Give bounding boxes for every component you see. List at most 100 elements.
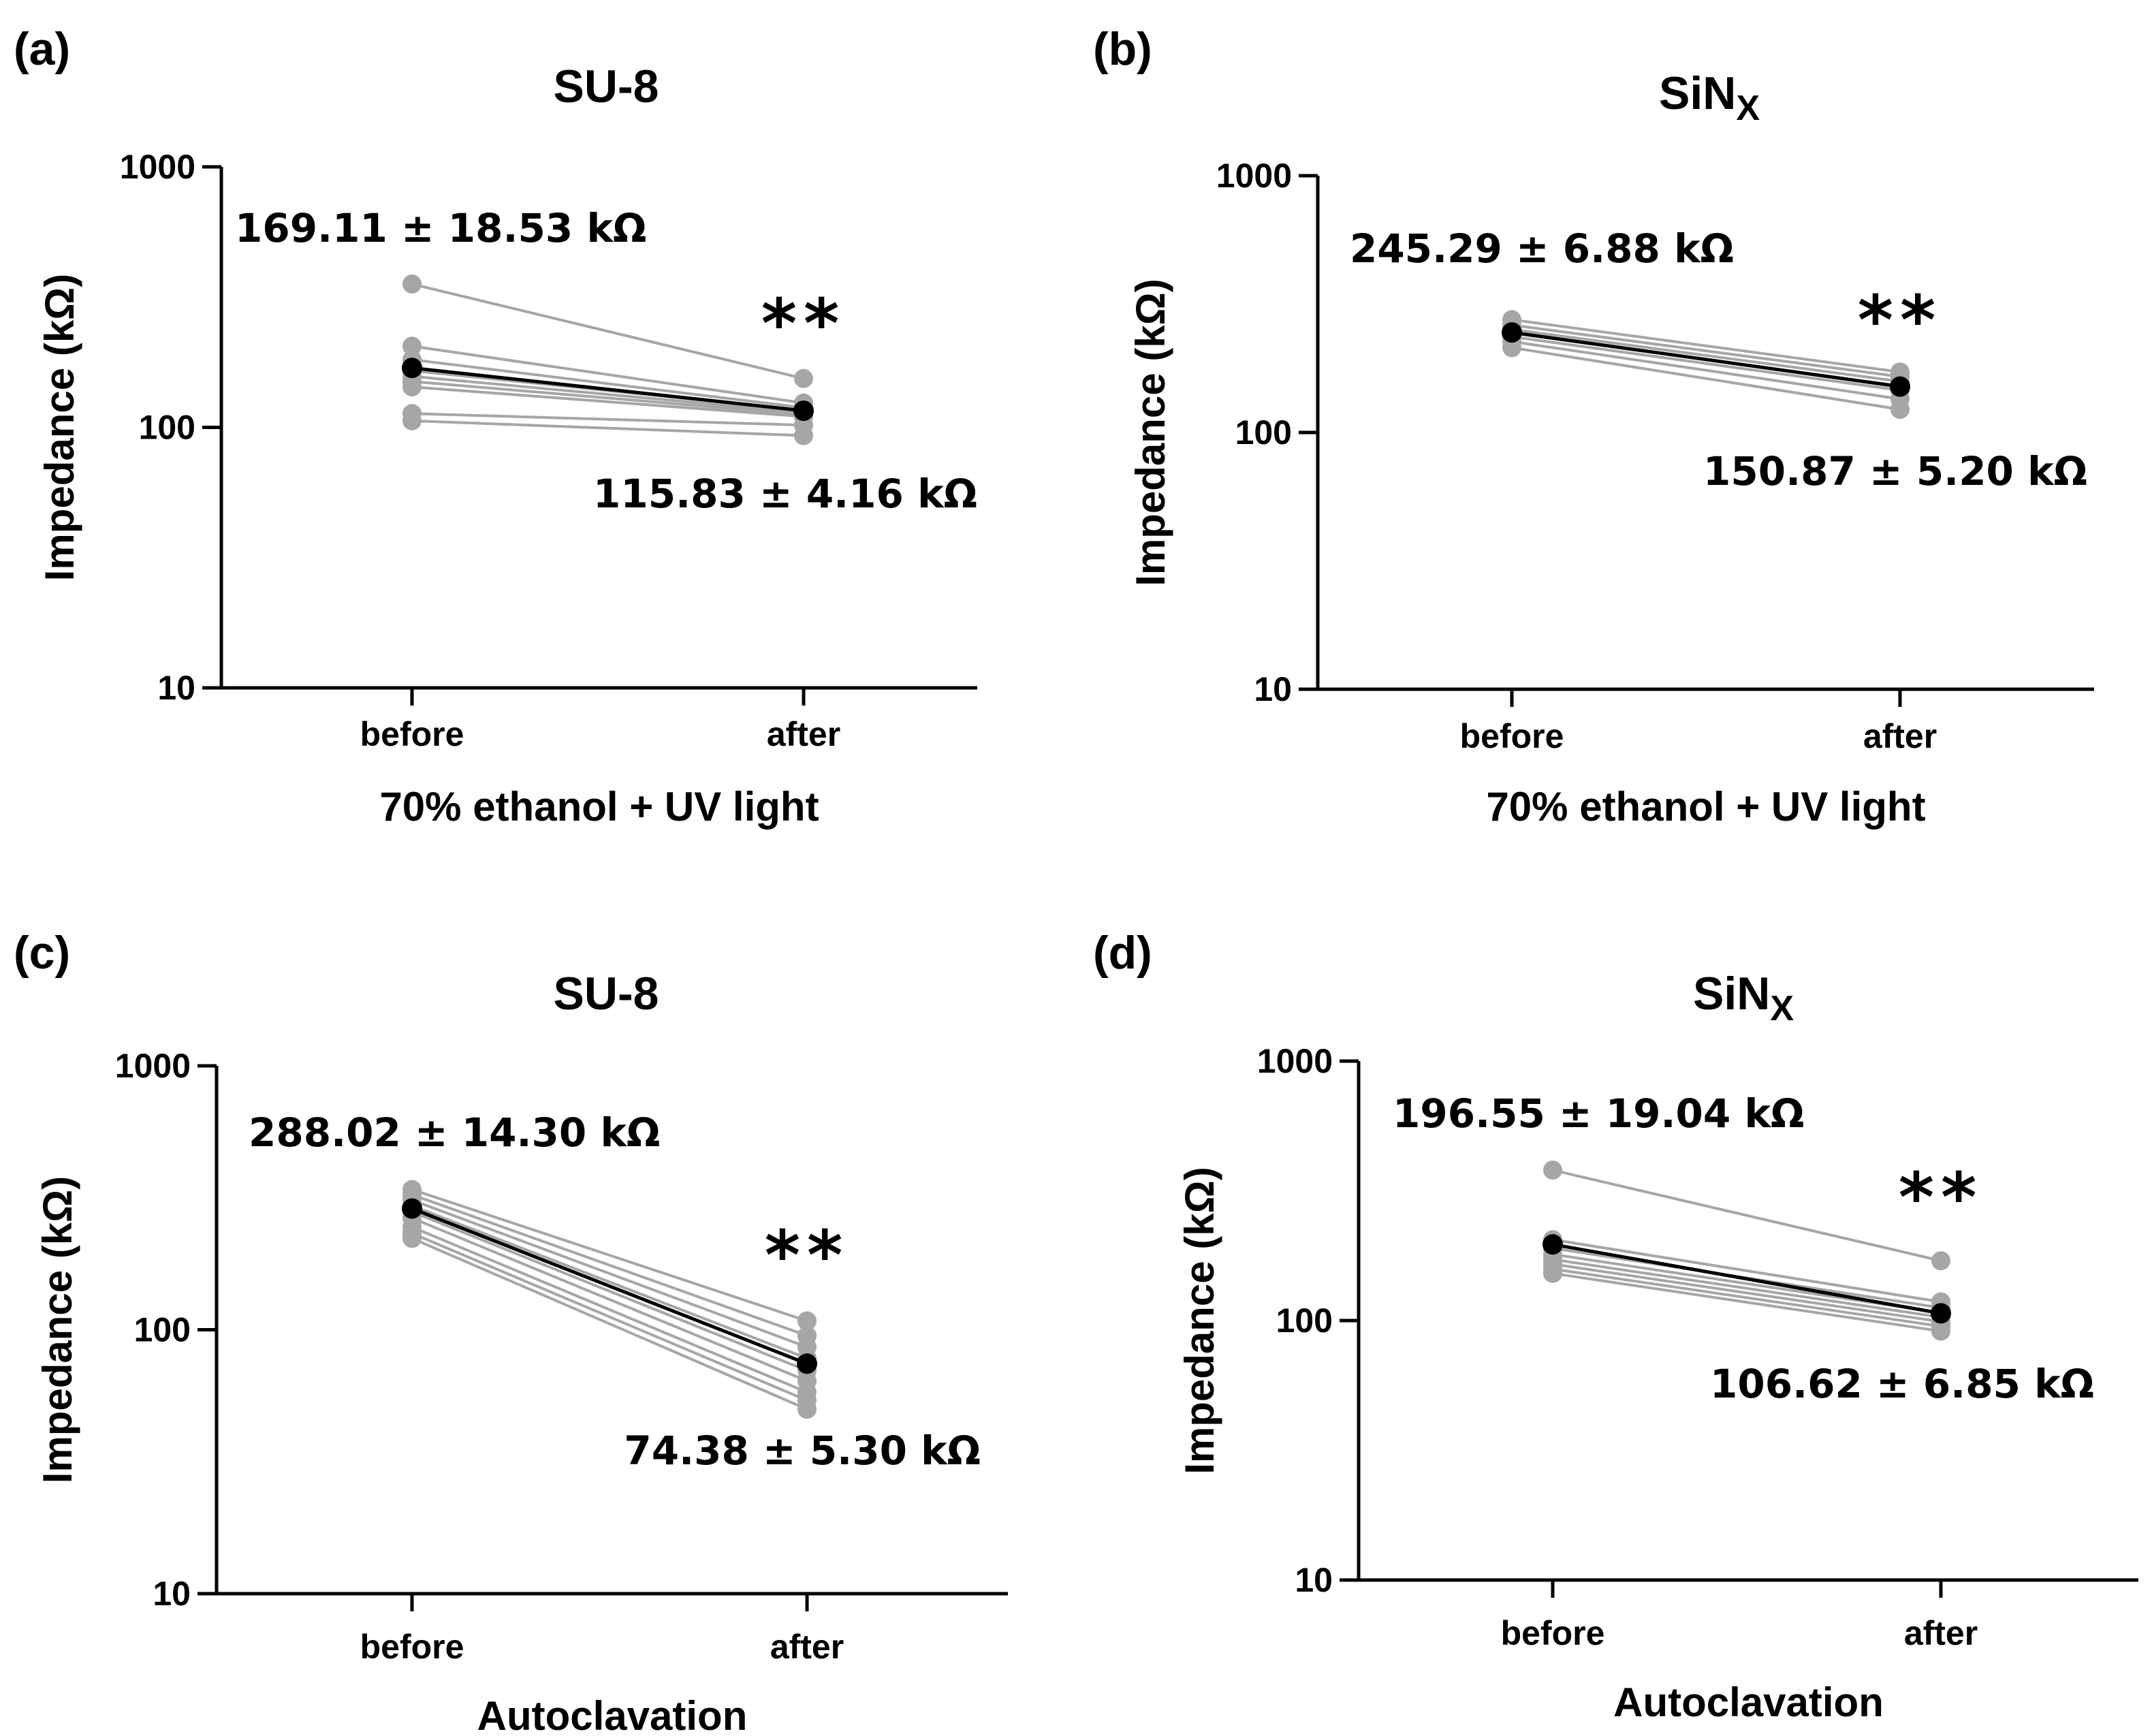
sample-series-line (411, 1210, 808, 1372)
before-mean-annotation: 245.29 ± 6.88 kΩ (1350, 225, 1734, 272)
significance-marker: ** (765, 1216, 850, 1295)
chart-panel-1: (a) SU-8 10 100 1000 before after 70% ethanol +… (14, 23, 977, 830)
significance-marker: ** (761, 284, 846, 364)
sample-series-line (1552, 1238, 1942, 1304)
sample-point-after (797, 1400, 817, 1419)
y-axis-label: Impedance (kΩ) (1128, 279, 1173, 586)
sample-series-line (411, 380, 804, 416)
sample-series-line (1552, 1263, 1942, 1323)
sample-series-line (1511, 328, 1901, 383)
x-axis-label: Autoclavation (1613, 1679, 1884, 1725)
mean-point-after (797, 1353, 817, 1374)
y-tick-label: 1000 (1216, 157, 1292, 195)
y-tick-label: 100 (1235, 413, 1292, 452)
y-tick-label: 10 (1254, 670, 1292, 708)
sample-series-line (1552, 1267, 1942, 1328)
sample-point-before (402, 411, 422, 430)
mean-point-before (402, 358, 422, 379)
sample-series-line (1511, 340, 1901, 400)
sample-point-after (1931, 1251, 1950, 1271)
mean-series-line (1511, 330, 1901, 389)
y-tick-label: 10 (157, 669, 195, 707)
chart-panel-3: (c) SU-8 10 100 1000 before after Autoclavation… (14, 927, 1008, 1736)
chart-title: SiNX (1693, 968, 1794, 1028)
chart-title: SiNX (1659, 67, 1760, 128)
chart-title: SU-8 (554, 61, 659, 112)
after-mean-annotation: 150.87 ± 5.20 kΩ (1703, 448, 2087, 494)
x-tick-label-before: before (1501, 1614, 1605, 1652)
sample-series-line (411, 1232, 808, 1402)
before-mean-annotation: 288.02 ± 14.30 kΩ (249, 1109, 660, 1156)
sample-point-after (794, 368, 813, 388)
sample-series-line (411, 1188, 808, 1323)
sample-series-line (411, 375, 804, 414)
chart-title-main: SiN (1659, 67, 1736, 119)
significance-marker: ** (1899, 1158, 1984, 1237)
sample-series-line (1552, 1272, 1942, 1333)
sample-series-line (411, 1225, 808, 1394)
after-mean-annotation: 115.83 ± 4.16 kΩ (593, 471, 977, 517)
x-axis-label: 70% ethanol + UV light (1486, 784, 1925, 830)
mean-series-line (411, 366, 804, 413)
significance-marker: ** (1858, 281, 1943, 360)
y-axis-label: Impedance (kΩ) (37, 274, 82, 582)
chart-panel-2: (b) SiNX 10 100 1000 before after 70% ethanol +… (1093, 23, 2094, 830)
sample-series-line (411, 345, 804, 405)
x-tick-label-after: after (770, 1628, 844, 1666)
sample-point-after (1890, 400, 1910, 420)
mean-point-before (1542, 1234, 1563, 1255)
sample-series-line (411, 1237, 808, 1410)
sample-series-line (411, 1193, 808, 1338)
sample-point-before (402, 1229, 422, 1248)
mean-point-before (1502, 322, 1522, 343)
y-tick-label: 100 (139, 409, 195, 447)
panel-letter: (d) (1093, 927, 1152, 979)
chart-title-subscript: X (1770, 989, 1794, 1028)
y-tick-label: 10 (153, 1575, 191, 1613)
sample-series-line (1511, 318, 1901, 374)
chart-title-main: SU-8 (554, 61, 659, 112)
sample-point-before (1543, 1161, 1562, 1180)
y-tick-label: 100 (1276, 1301, 1333, 1340)
y-tick-label: 10 (1295, 1561, 1333, 1599)
sample-series-line (1552, 1169, 1942, 1263)
sample-point-after (797, 1311, 817, 1331)
x-tick-label-after: after (1904, 1614, 1978, 1652)
mean-point-after (793, 400, 814, 422)
after-mean-annotation: 106.62 ± 6.85 kΩ (1710, 1361, 2094, 1407)
x-tick-label-after: after (767, 715, 840, 753)
mean-point-before (402, 1198, 422, 1219)
after-mean-annotation: 74.38 ± 5.30 kΩ (624, 1427, 981, 1474)
sample-point-after (1931, 1321, 1950, 1341)
y-tick-label: 1000 (1257, 1042, 1333, 1080)
before-mean-annotation: 196.55 ± 19.04 kΩ (1393, 1090, 1804, 1137)
sample-series-line (411, 283, 804, 380)
x-tick-label-after: after (1863, 717, 1937, 755)
sample-point-before (402, 377, 422, 397)
y-axis-label: Impedance (kΩ) (1177, 1167, 1222, 1474)
y-tick-label: 1000 (120, 148, 195, 186)
x-axis-label: Autoclavation (477, 1693, 748, 1736)
y-axis-label: Impedance (kΩ) (35, 1176, 80, 1484)
y-tick-label: 100 (134, 1311, 191, 1349)
sample-point-before (1502, 338, 1521, 358)
chart-title-main: SiN (1693, 968, 1770, 1020)
y-tick-label: 1000 (115, 1047, 191, 1085)
x-tick-label-before: before (1460, 717, 1564, 755)
sample-series-line (1511, 346, 1901, 411)
sample-series-line (411, 1216, 808, 1383)
sample-series-line (411, 412, 804, 427)
chart-panel-4: (d) SiNX 10 100 1000 before after Autoclavation… (1093, 927, 2138, 1725)
mean-series-line (411, 1207, 808, 1366)
sample-series-line (411, 419, 804, 437)
sample-series-line (411, 1199, 808, 1348)
sample-series-line (411, 1204, 808, 1360)
chart-title-main: SU-8 (554, 968, 659, 1020)
x-tick-label-before: before (360, 1628, 464, 1666)
chart-title-subscript: X (1736, 89, 1760, 128)
sample-series-line (411, 358, 804, 409)
panel-letter: (b) (1093, 23, 1152, 75)
sample-series-line (411, 385, 804, 418)
sample-point-after (794, 426, 813, 445)
sample-series-line (1511, 323, 1901, 378)
